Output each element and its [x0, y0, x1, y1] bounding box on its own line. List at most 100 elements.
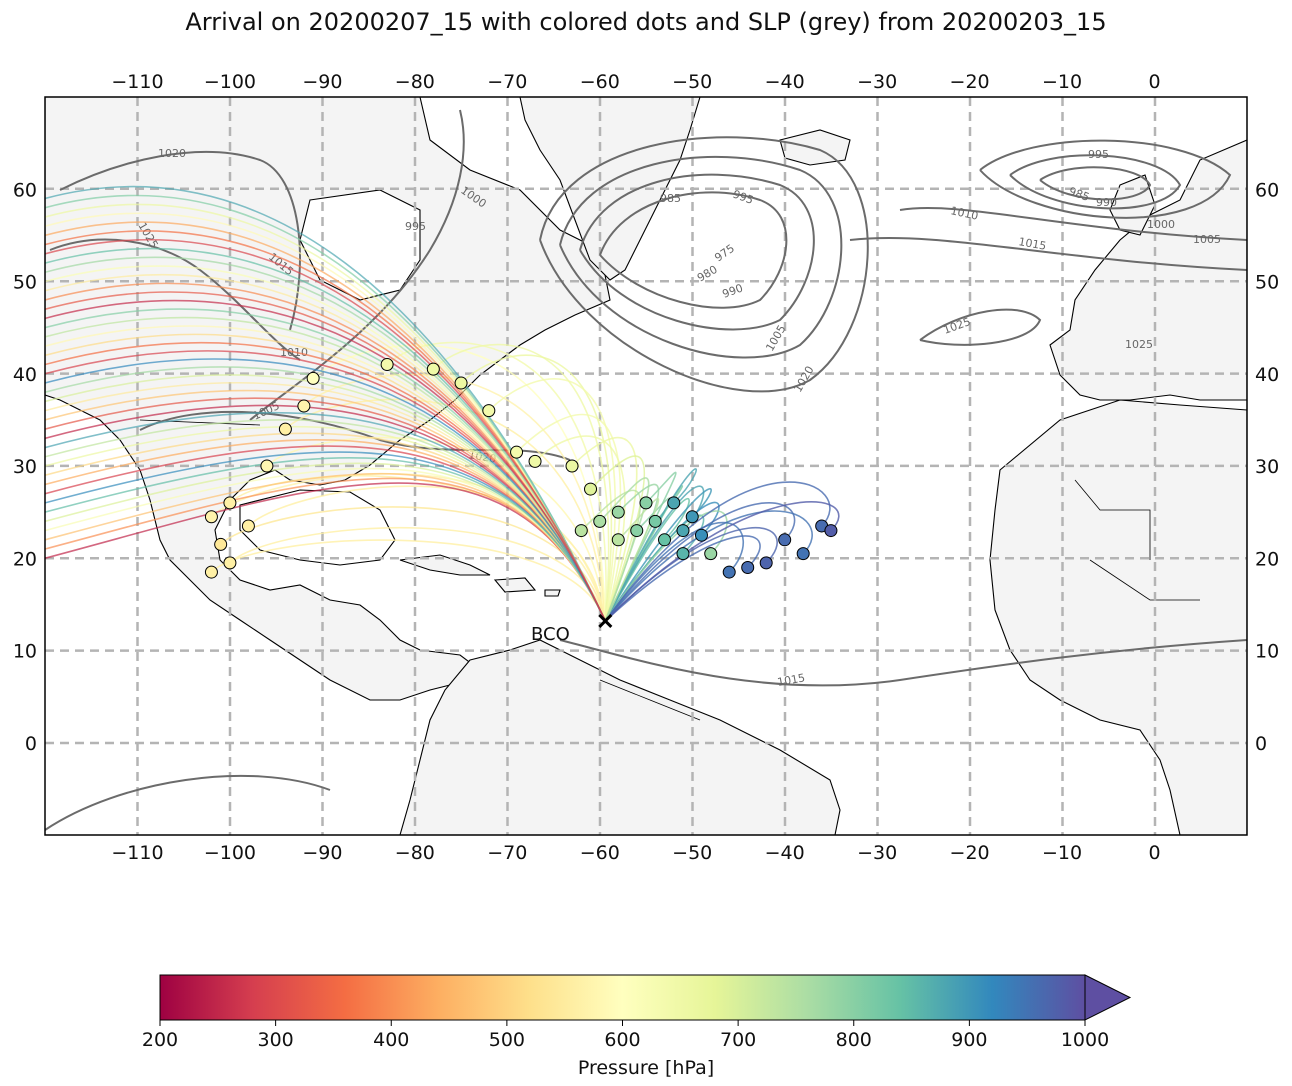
trajectory-line — [604, 468, 698, 622]
trajectory-point — [297, 399, 311, 413]
isobar — [599, 191, 788, 309]
isobar — [1009, 154, 1182, 210]
isobar-label: 990 — [1096, 196, 1117, 209]
lat-tick-label-right: 60 — [1255, 179, 1279, 201]
lon-tick-label-top: 0 — [1148, 71, 1160, 93]
isobar — [559, 639, 1247, 687]
isobar — [1039, 166, 1152, 201]
trajectory-point — [426, 362, 440, 376]
trajectory-line — [229, 527, 607, 622]
station-marker: BCO — [531, 613, 613, 645]
lat-tick-label-left: 60 — [13, 179, 37, 201]
lat-tick-label-right: 0 — [1255, 733, 1267, 755]
hispaniola — [493, 577, 537, 593]
isobar — [979, 139, 1232, 219]
chart-title: Arrival on 20200207_15 with colored dots… — [185, 8, 1106, 36]
puerto-rico — [544, 589, 561, 597]
trajectory-point — [648, 514, 662, 528]
isobar-label: 985 — [660, 192, 681, 205]
trajectory-point — [204, 510, 218, 524]
map-frame — [44, 96, 1248, 836]
colorbar-extend-arrow — [1084, 974, 1132, 1021]
trajectory-point — [223, 556, 237, 570]
cuba — [399, 554, 491, 576]
lon-tick-label-bottom: −30 — [857, 842, 897, 864]
lat-tick-label-right: 20 — [1255, 548, 1279, 570]
lat-tick-label-left: 50 — [13, 272, 37, 294]
trajectory-point — [722, 565, 736, 579]
trajectory-point — [380, 358, 394, 372]
lon-tick-label-top: −40 — [765, 71, 805, 93]
colorbar-ticks: 200 300 400 500 600 700 800 900 1000 — [142, 1020, 1109, 1051]
trajectory-point — [759, 556, 773, 570]
trajectory-line — [45, 411, 607, 622]
trajectory-point — [565, 459, 579, 473]
isobar — [919, 308, 1042, 346]
trajectory-point — [676, 524, 690, 538]
isobar — [59, 150, 301, 331]
lon-tick-label-bottom: −80 — [395, 842, 435, 864]
trajectory-point — [528, 454, 542, 468]
colorbar-tick-label: 1000 — [1061, 1029, 1109, 1051]
trajectory-point — [667, 496, 681, 510]
colorbar-tick-label: 200 — [142, 1029, 178, 1051]
trajectory-point — [306, 371, 320, 385]
lat-tick-label-left: 10 — [13, 641, 37, 663]
trajectory-line — [386, 341, 607, 622]
colorbar: 200 300 400 500 600 700 800 900 1000 Pressure [h… — [142, 974, 1132, 1079]
isobar — [249, 109, 465, 421]
trajectory-point — [593, 514, 607, 528]
trajectory-point — [223, 496, 237, 510]
lon-tick-label-bottom: −70 — [487, 842, 527, 864]
trajectory-line — [589, 455, 646, 622]
trajectory-line — [604, 498, 690, 622]
isobar — [539, 136, 869, 393]
lat-tick-label-right: 40 — [1255, 364, 1279, 386]
lat-tick-label-right: 30 — [1255, 456, 1279, 478]
isobar — [849, 236, 1247, 271]
lon-tick-label-top: −50 — [672, 71, 712, 93]
trajectory-line — [515, 413, 622, 622]
lat-tick-label-left: 30 — [13, 456, 37, 478]
lat-tick-label-left: 40 — [13, 364, 37, 386]
isobar-label: 1005 — [1193, 233, 1221, 246]
trajectory-point — [639, 496, 653, 510]
trajectory-point — [796, 547, 810, 561]
trajectory-point — [204, 565, 218, 579]
station-x-icon — [598, 613, 613, 629]
lon-tick-label-top: −60 — [580, 71, 620, 93]
colorbar-tick-label: 900 — [951, 1029, 987, 1051]
trajectory-point — [630, 524, 644, 538]
trajectory-point — [574, 524, 588, 538]
colorbar-body — [159, 974, 1086, 1021]
trajectory-point — [482, 404, 496, 418]
trajectory-line — [312, 344, 607, 621]
colorbar-tick-label: 400 — [373, 1029, 409, 1051]
lon-tick-label-top: −110 — [111, 71, 163, 93]
lon-tick-label-top: −100 — [204, 71, 256, 93]
lon-tick-label-top: −90 — [302, 71, 342, 93]
trajectory-point — [584, 482, 598, 496]
isobar-label: 995 — [1088, 148, 1109, 161]
isobars — [45, 109, 1247, 831]
trajectory-point — [611, 505, 625, 519]
trajectory-line — [604, 501, 796, 622]
trajectory-point — [676, 547, 690, 561]
trajectory-point — [454, 376, 468, 390]
trajectory-point — [741, 560, 755, 574]
lat-tick-label-right: 50 — [1255, 272, 1279, 294]
trajectory-point — [657, 533, 671, 547]
trajectory-line — [604, 481, 831, 622]
trajectory-line — [45, 358, 607, 622]
colorbar-tick-label: 700 — [720, 1029, 756, 1051]
station-label: BCO — [531, 624, 570, 645]
trajectory-line — [604, 510, 813, 622]
trajectory-line — [604, 488, 712, 622]
lat-tick-label-left: 20 — [13, 548, 37, 570]
colorbar-tick-label: 600 — [604, 1029, 640, 1051]
trajectory-point — [694, 528, 708, 542]
trajectory-point — [685, 510, 699, 524]
lon-tick-label-bottom: −90 — [302, 842, 342, 864]
lon-tick-label-bottom: −40 — [765, 842, 805, 864]
